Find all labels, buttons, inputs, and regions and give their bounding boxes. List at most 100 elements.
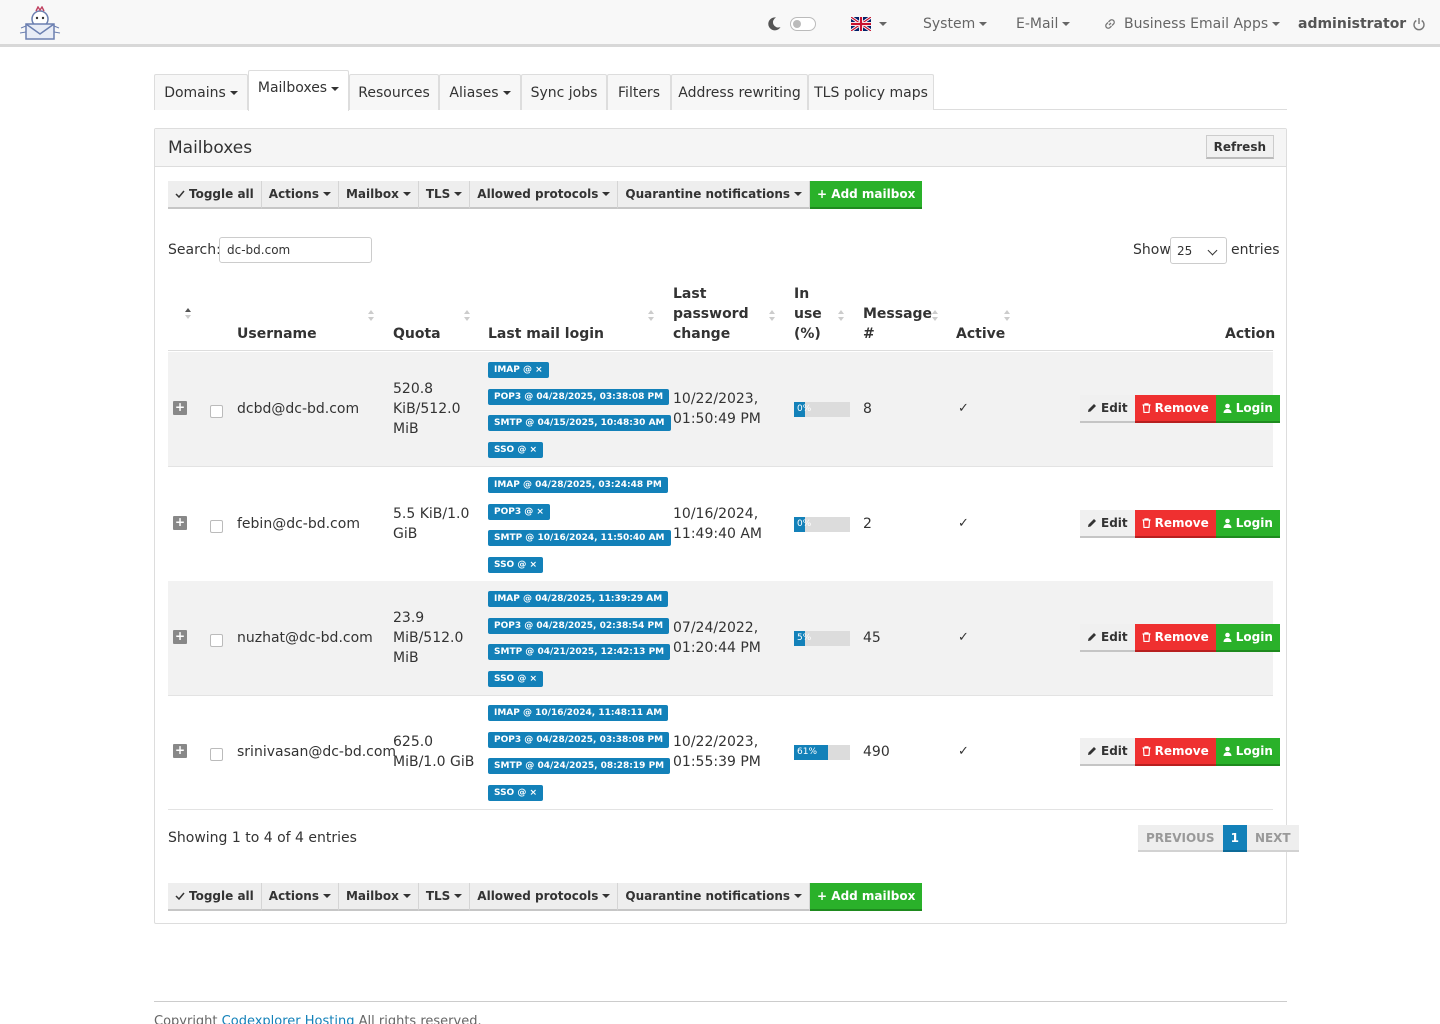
usage-progress-fill: [794, 517, 806, 532]
sort-arrows-icon[interactable]: [368, 310, 374, 322]
toggle-all-button[interactable]: Toggle all: [168, 883, 262, 911]
usage-progress-fill: [794, 631, 806, 646]
col-username[interactable]: Username: [237, 326, 317, 342]
add-mailbox-button[interactable]: + Add mailbox: [810, 883, 923, 911]
login-button[interactable]: Login: [1215, 510, 1280, 538]
search-input[interactable]: [219, 237, 372, 263]
refresh-button[interactable]: Refresh: [1205, 135, 1274, 159]
toggle-all-button[interactable]: Toggle all: [168, 181, 262, 209]
edit-button[interactable]: Edit: [1080, 624, 1135, 652]
edit-button[interactable]: Edit: [1080, 738, 1135, 766]
panel-title: Mailboxes: [168, 138, 253, 158]
quarantine-dropdown[interactable]: Quarantine notifications: [618, 181, 811, 209]
actions-dropdown[interactable]: Actions: [261, 883, 339, 911]
actions-dropdown[interactable]: Actions: [261, 181, 339, 209]
expand-row-icon[interactable]: +: [173, 515, 187, 530]
last-password-change: 07/24/2022, 01:20:44 PM: [673, 618, 761, 658]
quarantine-label: Quarantine notifications: [625, 889, 791, 903]
language-dropdown[interactable]: [851, 0, 887, 47]
login-button[interactable]: Login: [1215, 624, 1280, 652]
tls-dropdown[interactable]: TLS: [418, 883, 471, 911]
check-icon: [175, 892, 185, 900]
tab-filters[interactable]: Filters: [607, 74, 671, 110]
next-page-button[interactable]: NEXT: [1246, 825, 1299, 852]
allowed-protocols-dropdown[interactable]: Allowed protocols: [470, 181, 619, 209]
remove-button[interactable]: Remove: [1134, 624, 1216, 652]
login-label: Login: [1235, 401, 1273, 415]
expand-row-icon[interactable]: +: [173, 400, 187, 415]
quota-line: 520.8: [393, 381, 434, 397]
col-active[interactable]: Active: [956, 326, 1006, 342]
user-menu[interactable]: administrator: [1298, 0, 1426, 47]
sort-arrows-icon[interactable]: [769, 310, 775, 322]
tab-tls-policy-maps[interactable]: TLS policy maps: [808, 74, 934, 110]
col-last-mail-login[interactable]: Last mail login: [488, 326, 604, 342]
usage-progress-bar: 0%: [794, 517, 850, 532]
email-menu[interactable]: E-Mail: [1016, 0, 1071, 47]
tls-dropdown[interactable]: TLS: [418, 181, 471, 209]
row-checkbox[interactable]: [210, 520, 223, 533]
sort-arrows-icon[interactable]: [932, 310, 938, 322]
expand-row-icon[interactable]: +: [173, 629, 187, 644]
add-mailbox-button[interactable]: + Add mailbox: [810, 181, 923, 209]
tab-resources[interactable]: Resources: [349, 74, 439, 110]
moon-icon: [768, 16, 781, 30]
sort-arrows-icon[interactable]: [838, 310, 844, 322]
sort-arrows-icon[interactable]: [464, 310, 470, 322]
sort-arrows-icon[interactable]: [1004, 310, 1010, 322]
hosting-link[interactable]: Codexplorer Hosting: [221, 1014, 355, 1024]
col-quota[interactable]: Quota: [393, 326, 441, 342]
allowed-protocols-dropdown[interactable]: Allowed protocols: [470, 883, 619, 911]
remove-label: Remove: [1154, 744, 1209, 758]
pw-change-line: 10/22/2023,: [673, 734, 759, 750]
usage-percent: 61%: [797, 747, 818, 757]
col-message-count[interactable]: Message #: [863, 304, 932, 344]
previous-page-button[interactable]: PREVIOUS: [1138, 825, 1223, 852]
pop3-login-badge: POP3 @ 04/28/2025, 02:38:54 PM: [488, 618, 670, 634]
dark-mode-switch[interactable]: [790, 16, 816, 31]
sort-arrows-icon[interactable]: [185, 308, 191, 320]
row-checkbox[interactable]: [210, 748, 223, 761]
col-header-line: Last: [673, 286, 707, 302]
tab-aliases[interactable]: Aliases: [439, 74, 521, 110]
col-in-use[interactable]: In use (%): [794, 284, 822, 344]
entries-per-page-select[interactable]: 25: [1170, 237, 1227, 264]
mailcow-logo[interactable]: [18, 6, 62, 42]
row-checkbox[interactable]: [210, 405, 223, 418]
mailbox-tabs: Domains Mailboxes Resources Aliases Sync…: [154, 70, 1287, 111]
remove-button[interactable]: Remove: [1134, 738, 1216, 766]
mailbox-dropdown[interactable]: Mailbox: [338, 883, 419, 911]
row-checkbox[interactable]: [210, 634, 223, 647]
tab-address-rewriting[interactable]: Address rewriting: [671, 74, 808, 110]
login-button[interactable]: Login: [1215, 395, 1280, 423]
tab-sync-jobs[interactable]: Sync jobs: [521, 74, 607, 110]
col-last-password-change[interactable]: Last password change: [673, 284, 749, 344]
tab-label: Resources: [358, 84, 430, 101]
remove-button[interactable]: Remove: [1134, 395, 1216, 423]
mailbox-username: srinivasan@dc-bd.com: [237, 744, 397, 760]
usage-progress-bar: 0%: [794, 402, 850, 417]
power-icon[interactable]: [1412, 17, 1426, 31]
quota-line: MiB/1.0 GiB: [393, 754, 475, 770]
tab-mailboxes[interactable]: Mailboxes: [248, 70, 349, 111]
login-button[interactable]: Login: [1215, 738, 1280, 766]
tls-label: TLS: [425, 889, 451, 903]
theme-toggle[interactable]: [766, 0, 816, 47]
tab-domains[interactable]: Domains: [154, 74, 248, 110]
tab-label: Aliases: [449, 84, 499, 101]
sort-arrows-icon[interactable]: [648, 310, 654, 322]
edit-button[interactable]: Edit: [1080, 395, 1135, 423]
smtp-login-badge: SMTP @ 10/16/2024, 11:50:40 AM: [488, 530, 671, 546]
edit-button[interactable]: Edit: [1080, 510, 1135, 538]
system-menu[interactable]: System: [923, 0, 988, 47]
mailbox-dropdown[interactable]: Mailbox: [338, 181, 419, 209]
mailbox-username: febin@dc-bd.com: [237, 516, 360, 532]
pop3-login-badge: POP3 @ 04/28/2025, 03:38:08 PM: [488, 389, 670, 405]
quarantine-dropdown[interactable]: Quarantine notifications: [618, 883, 811, 911]
business-apps-menu[interactable]: Business Email Apps: [1104, 0, 1281, 47]
remove-button[interactable]: Remove: [1134, 510, 1216, 538]
entries-per-page-value: 25: [1177, 243, 1193, 258]
col-header-line: Message: [863, 306, 933, 322]
expand-row-icon[interactable]: +: [173, 743, 187, 758]
page-1-button[interactable]: 1: [1222, 825, 1247, 852]
